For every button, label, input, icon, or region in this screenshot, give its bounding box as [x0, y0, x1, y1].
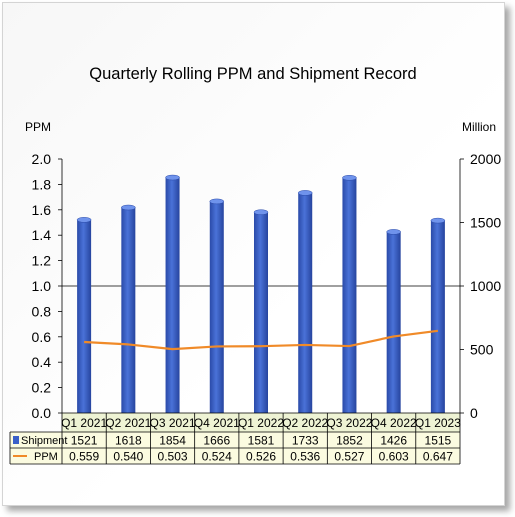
left-tick-label: 1.0: [32, 278, 52, 294]
right-tick-label: 1000: [470, 278, 501, 294]
bar-shipment-cap: [209, 198, 225, 205]
table-cell-ppm: 0.503: [158, 450, 188, 464]
bar-shipment-cap: [121, 204, 136, 211]
table-cell-shipment: 1581: [248, 434, 275, 448]
bar-shipment-cap: [297, 190, 313, 196]
table-cell-shipment: 1515: [425, 434, 452, 448]
table-row-label-shipment: Shipment: [21, 435, 67, 447]
category-label: Q1 2021: [61, 416, 107, 430]
bar-shipment: [254, 212, 268, 413]
bar-shipment: [209, 201, 224, 413]
category-label: Q3 2021: [150, 416, 196, 430]
table-cell-shipment: 1521: [71, 434, 98, 448]
table-cell-ppm: 0.603: [379, 450, 409, 464]
table-cell-shipment: 1666: [203, 434, 230, 448]
left-tick-label: 0.6: [32, 329, 52, 345]
table-cell-ppm: 0.540: [113, 450, 143, 464]
table-row-label-ppm: PPM: [34, 451, 58, 463]
table-cell-ppm: 0.524: [202, 450, 232, 464]
left-tick-label: 1.4: [32, 227, 52, 243]
bar-shipment: [165, 177, 180, 413]
table-cell-shipment: 1426: [380, 434, 407, 448]
category-label: Q2 2022: [282, 416, 328, 430]
right-tick-label: 1500: [470, 215, 501, 231]
bar-shipment-cap: [253, 209, 269, 215]
left-tick-label: 1.2: [32, 253, 52, 269]
category-label: Q4 2022: [371, 416, 417, 430]
left-tick-label: 0.4: [32, 354, 52, 370]
category-label: Q1 2022: [238, 416, 284, 430]
table-cell-shipment: 1733: [292, 434, 319, 448]
bar-shipment-cap: [76, 217, 92, 223]
right-axis-label: Million: [462, 120, 496, 134]
category-label: Q2 2021: [105, 416, 151, 430]
right-tick-label: 500: [470, 342, 494, 358]
bar-shipment-cap: [386, 229, 401, 235]
left-tick-label: 0.0: [32, 405, 52, 421]
table-cell-ppm: 0.647: [423, 450, 453, 464]
table-cell-shipment: 1852: [336, 434, 363, 448]
table-category-row-bg: [62, 413, 460, 432]
legend-key-shipment: [13, 436, 19, 444]
left-axis-label: PPM: [25, 120, 51, 134]
bar-shipment: [386, 231, 401, 413]
plot-area: 0.0 0.2 0.4 0.6 0.8 1.0 1.2 1.4 1.6 1.8 2.0 0 500 100…: [9, 151, 501, 465]
table-cell-ppm: 0.536: [290, 450, 320, 464]
left-tick-label: 0.8: [32, 303, 52, 319]
category-label: Q3 2022: [326, 416, 372, 430]
bar-shipment: [430, 220, 445, 413]
bar-shipment-cap: [165, 174, 180, 181]
chart-title: Quarterly Rolling PPM and Shipment Recor…: [89, 65, 416, 83]
bar-shipment: [298, 192, 313, 413]
table-cell-shipment: 1618: [115, 434, 142, 448]
category-label: Q1 2023: [415, 416, 461, 430]
bar-shipment-cap: [342, 175, 357, 181]
table-cell-ppm: 0.527: [334, 450, 364, 464]
bar-shipment: [121, 207, 136, 413]
left-tick-label: 0.2: [32, 380, 52, 396]
bar-shipment-cap: [430, 217, 446, 224]
left-tick-label: 2.0: [32, 151, 52, 167]
right-tick-label: 2000: [470, 151, 501, 167]
line-ppm: [84, 329, 439, 351]
table-cell-shipment: 1854: [159, 434, 186, 448]
left-tick-label: 1.8: [32, 176, 52, 192]
bar-shipment: [342, 177, 357, 413]
bar-shipment: [77, 219, 92, 413]
right-tick-label: 0: [470, 405, 478, 421]
table-cell-ppm: 0.526: [246, 450, 276, 464]
category-label: Q4 2021: [194, 416, 240, 430]
left-tick-label: 1.6: [32, 202, 52, 218]
table-cell-ppm: 0.559: [69, 450, 99, 464]
